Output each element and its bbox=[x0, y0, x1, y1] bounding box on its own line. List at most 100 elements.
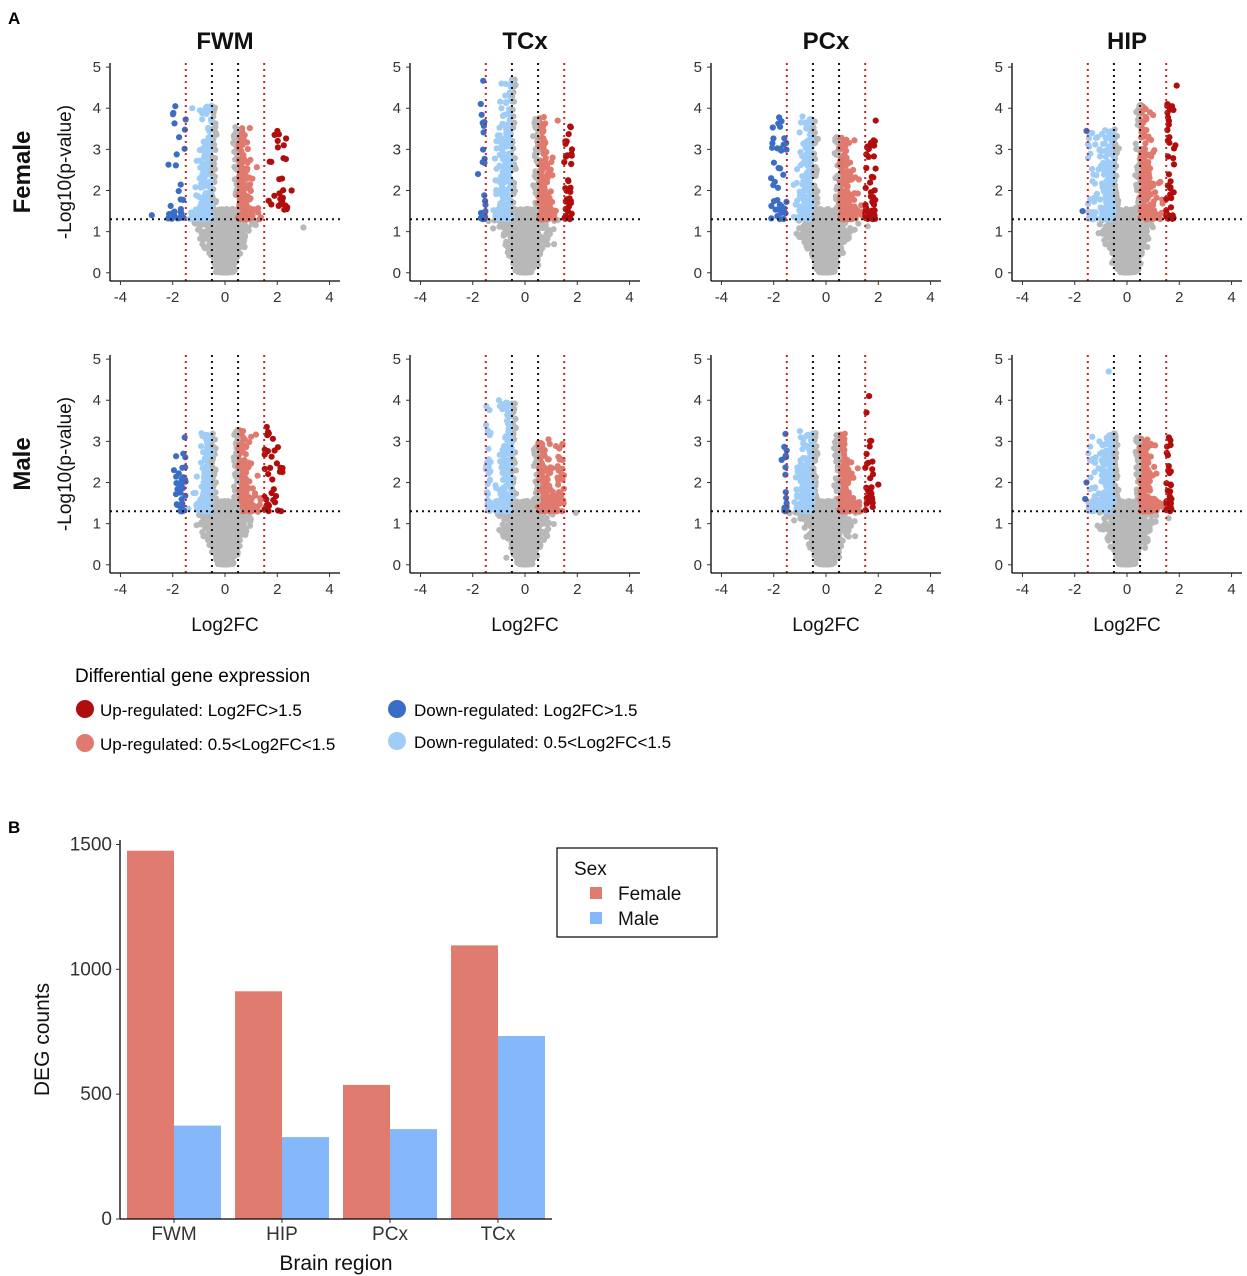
volcano-point bbox=[169, 111, 177, 118]
volcano-point bbox=[501, 187, 508, 194]
volcano-point bbox=[202, 190, 209, 197]
x-tick-label: 2 bbox=[273, 289, 281, 306]
y-tick-label: 0 bbox=[393, 265, 401, 282]
volcano-point bbox=[222, 223, 229, 230]
volcano-point bbox=[499, 112, 506, 120]
volcano-point bbox=[274, 137, 281, 144]
volcano-point bbox=[539, 134, 546, 142]
volcano-point bbox=[240, 139, 247, 146]
volcano-point bbox=[532, 116, 539, 123]
y-tick-label: 2 bbox=[393, 183, 401, 200]
y-tick-label: 4 bbox=[393, 100, 401, 117]
volcano-point bbox=[500, 195, 507, 202]
volcano-point bbox=[246, 196, 253, 203]
volcano-point bbox=[148, 212, 155, 219]
volcano-point bbox=[549, 154, 556, 161]
volcano-point bbox=[544, 161, 551, 168]
y-tick-label: 1 bbox=[93, 224, 101, 241]
volcano-point bbox=[551, 241, 558, 248]
volcano-point bbox=[490, 225, 497, 232]
x-tick-label: 0 bbox=[221, 289, 229, 306]
volcano-point bbox=[210, 125, 217, 132]
volcano-point bbox=[171, 120, 178, 127]
volcano-point bbox=[497, 98, 504, 105]
volcano-point bbox=[200, 197, 208, 204]
volcano-point bbox=[220, 245, 227, 252]
volcano-point bbox=[493, 138, 500, 145]
volcano-point bbox=[196, 107, 203, 114]
volcano-point bbox=[525, 221, 532, 228]
volcano-point bbox=[198, 202, 205, 209]
y-tick-label: 1 bbox=[393, 224, 401, 241]
volcano-point bbox=[539, 123, 547, 130]
volcano-point bbox=[199, 116, 206, 123]
volcano-point bbox=[538, 158, 545, 165]
volcano-point bbox=[506, 173, 513, 180]
volcano-point bbox=[173, 151, 180, 158]
volcano-point bbox=[199, 183, 207, 190]
volcano-point bbox=[541, 183, 548, 190]
volcano-point bbox=[277, 201, 284, 208]
volcano-point bbox=[189, 105, 196, 112]
volcano-point bbox=[517, 206, 525, 213]
volcano-point bbox=[521, 262, 528, 269]
volcano-point bbox=[554, 117, 561, 124]
volcano-point bbox=[477, 100, 484, 108]
volcano-point bbox=[192, 184, 199, 191]
volcano-point bbox=[224, 257, 231, 265]
volcano-point bbox=[247, 181, 254, 188]
volcano-point bbox=[283, 135, 290, 142]
volcano-point bbox=[474, 171, 482, 178]
volcano-point bbox=[536, 244, 543, 251]
volcano-point bbox=[288, 187, 295, 194]
volcano-point bbox=[300, 224, 307, 231]
volcano-point bbox=[498, 105, 505, 112]
volcano-point bbox=[226, 250, 233, 257]
volcano-point bbox=[274, 144, 281, 151]
volcano-point bbox=[213, 131, 220, 138]
volcano-point bbox=[524, 206, 532, 213]
volcano-point bbox=[239, 179, 246, 186]
volcano-point bbox=[280, 142, 287, 149]
volcano-point bbox=[220, 238, 228, 245]
volcano-point bbox=[855, 220, 862, 227]
y-tick-label: 5 bbox=[93, 59, 101, 76]
volcano-point bbox=[207, 199, 214, 206]
volcano-point bbox=[517, 242, 524, 249]
region-title-fwm: FWM bbox=[196, 28, 253, 55]
volcano-point bbox=[255, 205, 262, 212]
volcano-point bbox=[549, 172, 556, 179]
volcano-point bbox=[167, 202, 174, 209]
volcano-point bbox=[549, 198, 556, 206]
volcano-point bbox=[531, 172, 538, 179]
x-tick-label: 0 bbox=[521, 289, 529, 306]
volcano-point bbox=[496, 145, 503, 152]
volcano-point bbox=[205, 125, 212, 133]
volcano-point bbox=[496, 132, 503, 139]
volcano-point bbox=[493, 187, 500, 194]
volcano-point bbox=[541, 224, 549, 231]
volcano-point bbox=[498, 173, 505, 180]
volcano-point bbox=[165, 161, 172, 168]
volcano-point bbox=[523, 249, 530, 256]
volcano-point bbox=[275, 131, 282, 138]
volcano-point bbox=[246, 205, 253, 212]
volcano-point bbox=[241, 157, 248, 164]
x-tick-label: -4 bbox=[114, 289, 127, 306]
volcano-point bbox=[524, 240, 531, 247]
volcano-point bbox=[567, 184, 574, 191]
volcano-point bbox=[253, 164, 260, 171]
y-tick-label: 3 bbox=[393, 141, 401, 158]
volcano-point bbox=[498, 80, 505, 87]
volcano-point bbox=[238, 129, 245, 136]
volcano-point bbox=[246, 125, 253, 132]
volcano-point bbox=[223, 212, 231, 219]
y-tick-label: 3 bbox=[93, 141, 101, 158]
volcano-point bbox=[503, 123, 510, 130]
volcano-point bbox=[241, 193, 248, 200]
volcano-point bbox=[199, 241, 206, 248]
volcano-point bbox=[539, 128, 546, 136]
